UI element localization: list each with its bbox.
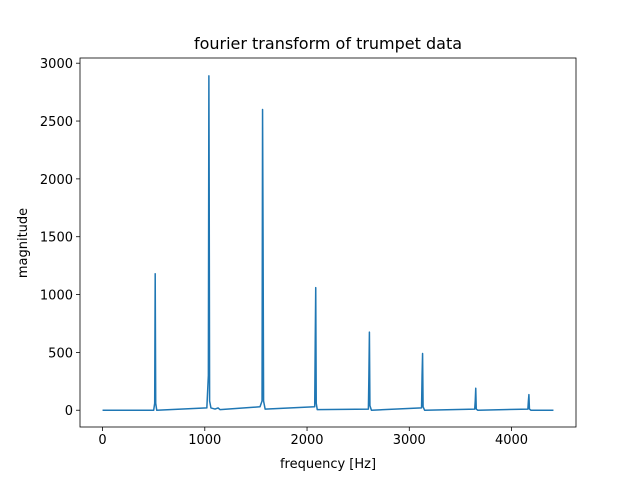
y-tick-label: 1500	[40, 231, 73, 246]
y-tick-label: 0	[65, 404, 73, 419]
chart-title: fourier transform of trumpet data	[194, 34, 462, 53]
y-tick-label: 2000	[40, 173, 73, 188]
y-tick-label: 1000	[40, 289, 73, 304]
y-axis-label: magnitude	[16, 208, 31, 278]
y-tick-label: 2500	[40, 115, 73, 130]
x-tick-label: 4000	[495, 433, 528, 448]
line-series	[102, 75, 554, 411]
x-tick-label: 0	[98, 433, 106, 448]
y-tick-label: 500	[48, 346, 73, 361]
y-tick-label: 3000	[40, 57, 73, 72]
plot-frame	[79, 57, 577, 428]
x-tick-label: 2000	[290, 433, 323, 448]
x-tick-label: 1000	[188, 433, 221, 448]
x-axis-label: frequency [Hz]	[280, 457, 376, 472]
x-tick-label: 3000	[393, 433, 426, 448]
